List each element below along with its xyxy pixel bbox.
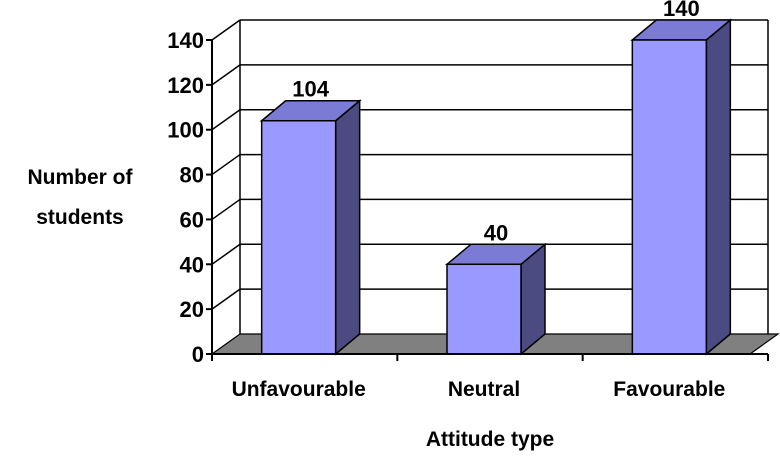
side-gridline: [211, 153, 241, 176]
y-tick-label: 100: [167, 118, 204, 143]
category-label: Favourable: [613, 378, 725, 401]
side-gridline: [211, 109, 241, 131]
bar-front: [631, 39, 708, 355]
bar-front: [446, 263, 522, 355]
y-tick-label: 60: [180, 207, 204, 232]
axes: [206, 39, 769, 361]
data-label: 104: [292, 77, 329, 102]
category-label: Neutral: [448, 378, 520, 401]
category-labels: Unfavourable Neutral Favourable: [232, 378, 726, 401]
y-tick-label: 20: [180, 297, 204, 322]
bar-front: [260, 119, 337, 355]
y-axis-title-line-2: students: [36, 206, 124, 229]
side-gridline: [211, 198, 241, 221]
bar-favourable: [630, 18, 733, 356]
y-axis-title-line-1: Number of: [28, 166, 134, 189]
category-label: Unfavourable: [232, 378, 366, 401]
bar-neutral: [444, 242, 548, 356]
bar-side: [334, 99, 361, 356]
side-gridline: [211, 64, 241, 86]
side-gridline: [211, 19, 241, 41]
y-tick-label: 40: [180, 252, 204, 277]
y-tick-labels: 0 20 40 60 80 100 120 140: [167, 28, 204, 367]
side-gridline: [211, 288, 241, 310]
x-axis-title: Attitude type: [426, 428, 554, 451]
data-label: 40: [484, 220, 508, 245]
y-tick-label: 140: [167, 28, 204, 53]
bar-side: [705, 18, 732, 356]
bar-unfavourable: [259, 99, 362, 356]
data-label: 140: [663, 0, 700, 21]
data-labels: 104 40 140: [292, 0, 699, 245]
y-tick-label: 80: [180, 163, 204, 188]
y-tick-label: 120: [167, 73, 204, 98]
y-tick-label: 0: [192, 342, 204, 367]
side-gridline: [211, 243, 241, 265]
bars: [259, 18, 733, 356]
